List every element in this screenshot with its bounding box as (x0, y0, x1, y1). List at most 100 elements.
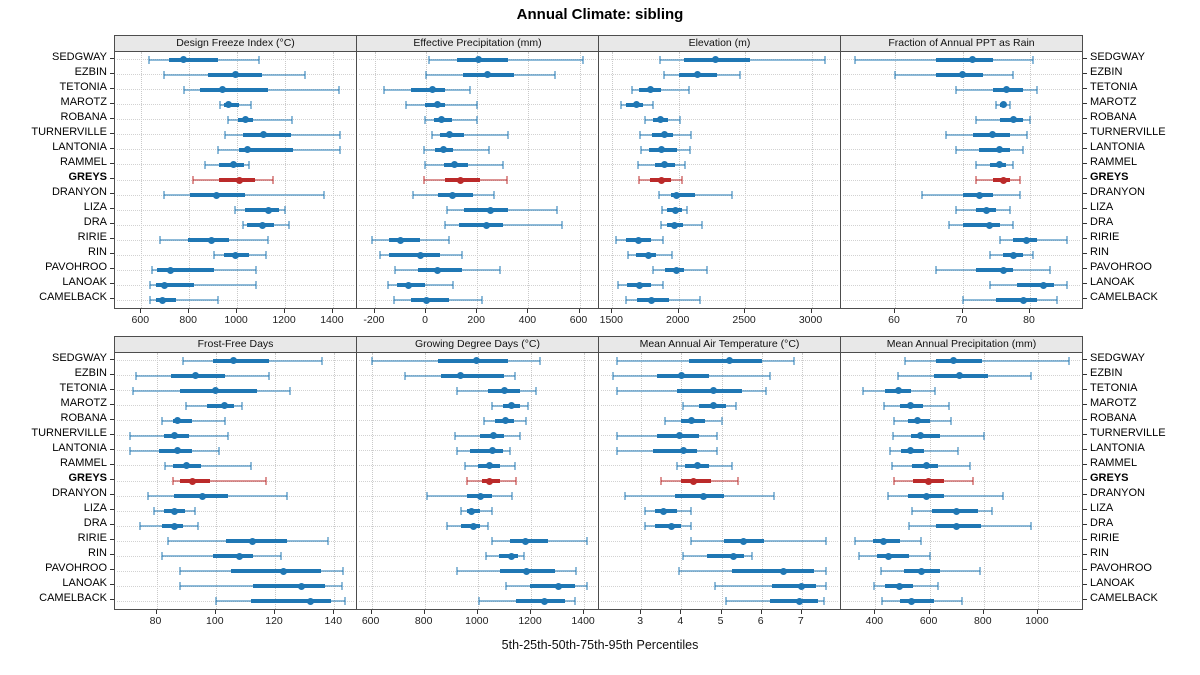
station-label: CAMELBACK (39, 592, 107, 605)
row-guide-line (359, 585, 596, 587)
whisker-cap-95th (1022, 145, 1025, 154)
axis-tick (236, 309, 238, 313)
whisker-cap-5th (616, 446, 619, 455)
whisker-cap-95th (969, 461, 972, 470)
whisker-cap-5th (426, 492, 429, 501)
station-label: EZBIN (1090, 65, 1123, 78)
station-tick (1083, 132, 1087, 134)
whisker-cap-95th (279, 552, 282, 561)
whisker-5-95 (715, 585, 826, 588)
station-label: LANOAK (62, 276, 107, 289)
median-dot (232, 251, 240, 259)
axis-tick (476, 309, 478, 313)
axis-tick (928, 610, 930, 614)
interquartile-bar-25-75 (899, 599, 934, 604)
whisker-cap-95th (768, 371, 771, 380)
station-label: LANTONIA (52, 140, 107, 153)
whisker-cap-95th (554, 70, 557, 79)
row-guide-line (843, 450, 1080, 452)
station-tick (1083, 539, 1087, 541)
median-dot (982, 206, 990, 214)
row-guide-line (601, 254, 838, 256)
station-tick (110, 463, 114, 465)
whisker-5-95 (658, 194, 732, 197)
median-dot (434, 266, 442, 274)
station-label: SEDGWAY (1090, 351, 1146, 364)
station-label: TURNERVILLE (1090, 426, 1166, 439)
whisker-5-95 (905, 359, 1070, 362)
median-dot (913, 417, 921, 425)
whisker-cap-95th (523, 552, 526, 561)
whisker-cap-5th (463, 461, 466, 470)
station-label: PAVOHROO (1090, 261, 1152, 274)
panel-strip-title: Growing Degree Days (°C) (356, 336, 599, 353)
median-dot (1023, 236, 1031, 244)
median-dot (173, 447, 181, 455)
whisker-cap-5th (213, 251, 216, 260)
whisker-cap-95th (524, 416, 527, 425)
station-label: RIN (88, 547, 107, 560)
panel-x-axis: 1500 2000 2500 3000 (598, 309, 841, 335)
row-guide-line (117, 420, 354, 422)
median-dot (440, 146, 448, 154)
whisker-cap-5th (904, 356, 907, 365)
station-label: GREYS (1090, 472, 1129, 484)
axis-tick (476, 610, 478, 614)
panel-strip-title: Fraction of Annual PPT as Rain (840, 35, 1083, 52)
panel-plot (840, 52, 1083, 309)
station-tick (1083, 569, 1087, 571)
whisker-cap-5th (478, 597, 481, 606)
station-tick (1083, 102, 1087, 104)
whisker-cap-5th (637, 176, 640, 184)
whisker-cap-5th (975, 115, 977, 124)
row-guide-line (359, 555, 596, 557)
whisker-cap-95th (1066, 281, 1069, 290)
panel-strip-title: Mean Annual Precipitation (mm) (840, 336, 1083, 353)
axis-tick (155, 610, 157, 614)
whisker-cap-95th (585, 537, 588, 546)
whisker-cap-95th (1029, 115, 1031, 124)
whisker-cap-5th (134, 371, 137, 380)
interquartile-bar-25-75 (243, 132, 291, 137)
whisker-cap-5th (663, 70, 666, 79)
whisker-cap-95th (1001, 492, 1004, 501)
whisker-cap-5th (431, 130, 434, 139)
station-tick (110, 57, 114, 59)
whisker-cap-95th (342, 567, 345, 576)
whisker-cap-5th (626, 251, 629, 260)
whisker-cap-5th (185, 401, 188, 410)
whisker-cap-95th (824, 582, 827, 591)
station-tick (110, 479, 114, 480)
median-dot (633, 101, 641, 109)
whisker-cap-95th (686, 206, 689, 215)
median-dot (170, 432, 178, 440)
panel-x-axis: -200 0 200 400 600 (356, 309, 599, 335)
panel-group-bottom: SEDGWAY EZBIN TETONIA MAROTZ ROBANA TURNERVIL… (0, 336, 1200, 636)
median-dot (996, 146, 1004, 154)
whisker-cap-95th (736, 477, 739, 485)
whisker-cap-5th (146, 492, 149, 501)
whisker-cap-95th (971, 477, 974, 485)
station-tick (110, 448, 114, 450)
whisker-cap-5th (893, 477, 896, 485)
station-label: LIZA (1090, 201, 1114, 214)
station-label: DRA (83, 517, 107, 530)
whisker-cap-5th (638, 130, 641, 139)
interquartile-bar-25-75 (935, 57, 993, 62)
axis-tick (373, 309, 375, 313)
axis-tick-label: 2000 (666, 314, 690, 326)
station-label: SEDGWAY (51, 50, 107, 63)
station-label: LANTONIA (52, 441, 107, 454)
panel-plot (356, 353, 599, 610)
row-guide-line (843, 420, 1080, 422)
median-dot (182, 462, 190, 470)
whisker-cap-5th (657, 191, 660, 200)
whisker-cap-5th (455, 446, 458, 455)
whisker-cap-95th (288, 386, 291, 395)
station-label: TURNERVILLE (1090, 125, 1166, 138)
whisker-cap-95th (957, 446, 960, 455)
median-dot (798, 582, 806, 590)
station-tick (1083, 147, 1087, 149)
whisker-cap-95th (688, 145, 691, 154)
whisker-cap-95th (487, 145, 490, 154)
